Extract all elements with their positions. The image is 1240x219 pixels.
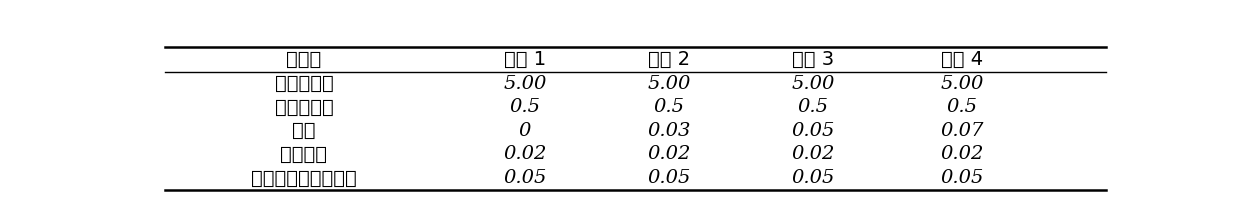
Text: 处方 3: 处方 3 [792, 50, 835, 69]
Text: 5.00: 5.00 [941, 75, 983, 93]
Text: 左氧氟沙星: 左氧氟沙星 [274, 74, 334, 93]
Text: 微晶纤维素: 微晶纤维素 [274, 98, 334, 117]
Text: 5.00: 5.00 [791, 75, 835, 93]
Text: 油酸: 油酸 [293, 121, 316, 140]
Text: 0.5: 0.5 [947, 98, 977, 116]
Text: 交联羧甲基纤维素钠: 交联羧甲基纤维素钠 [250, 169, 357, 187]
Text: 0.5: 0.5 [797, 98, 828, 116]
Text: 0.5: 0.5 [510, 98, 541, 116]
Text: 0.02: 0.02 [791, 145, 835, 163]
Text: 处方 2: 处方 2 [649, 50, 691, 69]
Text: 处方 4: 处方 4 [941, 50, 983, 69]
Text: 0.02: 0.02 [647, 145, 691, 163]
Text: 0.05: 0.05 [647, 169, 691, 187]
Text: 硬脂酸镁: 硬脂酸镁 [280, 145, 327, 164]
Text: 0.07: 0.07 [941, 122, 983, 140]
Text: 0.02: 0.02 [503, 145, 547, 163]
Text: 0.05: 0.05 [503, 169, 547, 187]
Text: 0.03: 0.03 [647, 122, 691, 140]
Text: 0: 0 [518, 122, 531, 140]
Text: 处方 1: 处方 1 [503, 50, 546, 69]
Text: 0.05: 0.05 [791, 122, 835, 140]
Text: 原辅料: 原辅料 [286, 50, 321, 69]
Text: 0.5: 0.5 [653, 98, 684, 116]
Text: 5.00: 5.00 [503, 75, 547, 93]
Text: 0.02: 0.02 [941, 145, 983, 163]
Text: 5.00: 5.00 [647, 75, 691, 93]
Text: 0.05: 0.05 [791, 169, 835, 187]
Text: 0.05: 0.05 [941, 169, 983, 187]
